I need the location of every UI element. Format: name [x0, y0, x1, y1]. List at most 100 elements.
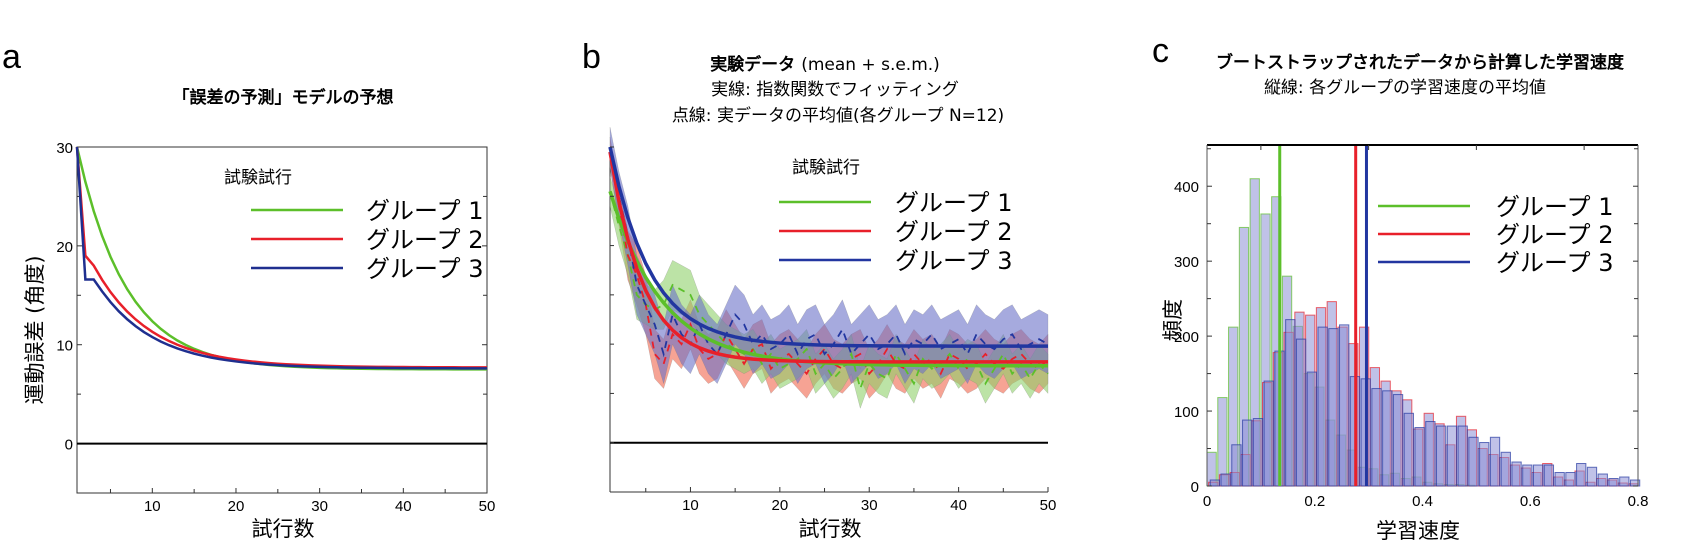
- panel-c-bar-group-3: [1479, 442, 1490, 487]
- panel-a-legend-label-3: グループ 3: [366, 255, 483, 283]
- panel-a-ytick-label: 20: [56, 239, 73, 256]
- panel-a-ytick-label: 30: [56, 140, 73, 157]
- panel-b-legend-label-1: グループ 1: [895, 189, 1012, 217]
- panel-c-bar-group-3: [1414, 427, 1425, 487]
- panel-c-bar-group-3: [1511, 461, 1522, 487]
- panel-c-bar-group-3: [1457, 425, 1468, 487]
- panel-a-title: 「誤差の予測」モデルの予想: [173, 87, 394, 108]
- panel-b-xlabel: 試行数: [799, 517, 862, 541]
- panel-c-ytick-label: 400: [1174, 179, 1199, 196]
- panel-c-bar-group-3: [1597, 473, 1608, 487]
- panel-c-bar-group-3: [1339, 324, 1350, 487]
- panel-b-xtick-label: 20: [771, 497, 788, 514]
- panel-c-bar-group-3: [1209, 479, 1221, 487]
- panel-b-xtick-label: 50: [1040, 497, 1057, 514]
- panel-a-xtick-label: 40: [395, 498, 412, 515]
- panel-b-legend-title: 試験試行: [792, 158, 860, 178]
- panel-c-bar-group-3: [1436, 425, 1447, 487]
- panel-c-bar-group-3: [1317, 326, 1328, 487]
- panel-c-legend-label-3: グループ 3: [1496, 249, 1613, 277]
- panel-a-legend-label-2: グループ 2: [366, 226, 483, 254]
- panel-c-legend-label-1: グループ 1: [1496, 193, 1613, 221]
- panel-c-xtick-label: 0.8: [1628, 493, 1649, 510]
- panel-c-bar-group-3: [1565, 472, 1576, 487]
- panel-c-bar-group-3: [1231, 444, 1242, 487]
- panel-b-mean-line-group-3: [609, 146, 1049, 358]
- panel-b-title: 実験データ (mean + s.e.m.): [710, 54, 940, 75]
- panel-c-bar-group-3: [1295, 338, 1307, 487]
- panel-c-plot: 0 0.2 0.4 0.6 0.8 0 100 200 300 400 学習速度 頻度 グループ …: [1161, 144, 1648, 542]
- panel-c-bar-group-3: [1263, 380, 1274, 487]
- panel-c-xlabel: 学習速度: [1376, 519, 1460, 542]
- panel-c-legend-label-2: グループ 2: [1496, 221, 1613, 249]
- panel-c-bar-group-3: [1489, 436, 1501, 487]
- panel-b-xtick-label: 30: [861, 497, 878, 514]
- panel-b-legend-label-3: グループ 3: [895, 247, 1012, 275]
- panel-a-xtick-label: 10: [144, 498, 161, 515]
- panel-c-xtick-label: 0.4: [1412, 493, 1433, 510]
- panel-c-bar-group-3: [1392, 394, 1404, 487]
- panel-c-xtick-label: 0: [1203, 493, 1211, 510]
- panel-c-bar-group-3: [1500, 451, 1511, 487]
- panel-c-ytick-label: 200: [1174, 329, 1199, 346]
- panel-label-a: a: [2, 38, 21, 76]
- panel-c-bar-group-3: [1554, 472, 1565, 487]
- panel-label-c: c: [1152, 32, 1169, 70]
- panel-c-xtick-label: 0.6: [1520, 493, 1541, 510]
- panel-c-title: ブートストラップされたデータから計算した学習速度: [1216, 52, 1625, 73]
- panel-b-fit-line-group-2: [608, 151, 1049, 364]
- panel-b-fit-lines: [608, 146, 1049, 368]
- panel-c-bar-group-3: [1608, 478, 1619, 487]
- panel-c-bar-group-3: [1586, 466, 1598, 487]
- panel-a-series: [75, 146, 488, 371]
- panel-a-frame: [76, 146, 488, 494]
- panel-a-xtick-label: 30: [311, 498, 328, 515]
- panel-a-legend-title: 試験試行: [224, 168, 292, 188]
- panel-c-ylabel: 頻度: [1161, 299, 1185, 341]
- panel-b-xtick-label: 10: [682, 497, 699, 514]
- panel-c-bar-group-3: [1543, 464, 1555, 487]
- panel-c-subtitle: 縦線: 各グループの学習速度の平均値: [1264, 78, 1546, 98]
- panel-c-bar-group-3: [1371, 388, 1382, 487]
- panel-c-xtick-label: 0.2: [1304, 493, 1325, 510]
- panel-c-bar-group-3: [1446, 425, 1458, 487]
- panel-c-bar-group-3: [1532, 464, 1544, 487]
- panel-b-legend-label-2: グループ 2: [895, 218, 1012, 246]
- panel-a-ytick-label: 0: [65, 437, 73, 454]
- panel-c-bar-group-3: [1328, 328, 1339, 487]
- panel-b-xtick-label: 40: [950, 497, 967, 514]
- panel-c-bar-group-3: [1619, 476, 1630, 487]
- panel-c-bar-group-3: [1382, 390, 1393, 487]
- panel-a-plot: 10 20 30 40 50 0 10 20 30 試行数 運動誤差 (角度) 試験試行 グルー…: [23, 140, 495, 541]
- panel-c-bar-group-3: [1403, 412, 1414, 487]
- panel-a-xlabel: 試行数: [252, 517, 315, 541]
- panel-c-bar-group-3: [1220, 473, 1231, 487]
- panel-b-fit-line-group-3: [608, 146, 1049, 348]
- panel-c-ytick-label: 0: [1191, 479, 1199, 496]
- panel-c-bar-group-1: [1217, 397, 1228, 487]
- panel-c-bar-group-3: [1306, 371, 1317, 487]
- panel-c-ytick-label: 100: [1174, 404, 1199, 421]
- panel-label-b: b: [582, 38, 601, 76]
- panel-c-bar-group-3: [1522, 464, 1533, 487]
- panel-a-line-group-3: [75, 146, 488, 370]
- panel-c-bar-group-3: [1252, 418, 1264, 487]
- panel-c-ticks: 0 0.2 0.4 0.6 0.8 0 100 200 300 400: [1174, 145, 1648, 510]
- panel-b-ticks: 10 20 30 40 50: [610, 146, 1057, 514]
- panel-c-bar-group-3: [1468, 436, 1479, 487]
- panel-c-bar-group-3: [1576, 463, 1587, 487]
- panel-c-mean-lines: [1278, 145, 1368, 486]
- panel-a-legend-label-1: グループ 1: [366, 197, 483, 225]
- panel-c-ytick-label: 300: [1174, 254, 1199, 271]
- panel-b-subtitle-1: 実線: 指数関数でフィッティング: [711, 80, 959, 100]
- panel-a-ylabel: 運動誤差 (角度): [23, 255, 47, 404]
- panel-c-bar-group-3: [1425, 421, 1436, 487]
- panel-a-xtick-label: 20: [228, 498, 245, 515]
- panel-a-xtick-label: 50: [479, 498, 496, 515]
- panel-c-bar-group-3: [1242, 419, 1253, 487]
